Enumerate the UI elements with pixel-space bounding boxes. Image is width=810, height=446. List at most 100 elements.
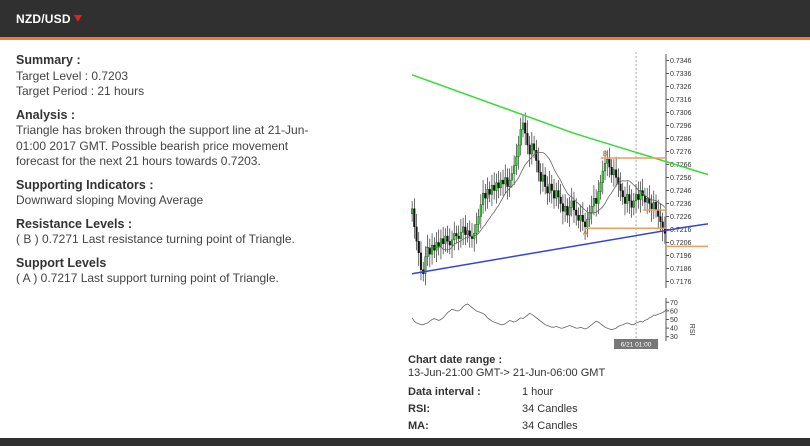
candle-body — [482, 192, 485, 205]
price-tick-label: 0.7346 — [670, 58, 692, 65]
interval-value: 1 hour — [522, 386, 554, 398]
candle-body — [610, 166, 613, 176]
price-chart: 0.7346 0.7336 0.7326 0.7316 0.7306 0.7296 0.72… — [411, 52, 708, 349]
support-trend-line — [411, 223, 708, 275]
candle-body — [453, 233, 456, 241]
candle-body — [617, 177, 620, 185]
candle-body — [637, 194, 640, 200]
candle-body — [544, 174, 547, 187]
resistance-text: ( B ) 0.7271 Last resistance turning poi… — [16, 232, 295, 246]
candle-body — [584, 221, 587, 228]
analysis-section: Analysis : Triangle has broken through t… — [16, 108, 316, 170]
candle-body — [628, 194, 631, 202]
price-tick-label: 0.7316 — [670, 97, 692, 104]
candle-body — [431, 244, 434, 255]
candle-body — [462, 226, 465, 233]
price-tick-label: 0.7196 — [670, 253, 692, 260]
candle-body — [646, 198, 649, 203]
resistance-heading: Resistance Levels : — [16, 216, 133, 231]
candle-body — [590, 205, 593, 213]
rsi-tick-label: 70 — [670, 300, 678, 307]
candle-body — [510, 173, 513, 181]
candle-body — [626, 194, 629, 204]
candle-body — [546, 186, 549, 194]
ma-row: MA: 34 Candles — [408, 418, 708, 435]
header-bar: NZD/USD — [0, 0, 810, 40]
candle-body — [561, 203, 564, 212]
analysis-text: Triangle has broken through the support … — [16, 123, 309, 168]
candle-body — [555, 190, 558, 199]
candle-body — [548, 183, 551, 194]
candle-body — [470, 235, 474, 239]
candle-body — [659, 216, 662, 222]
candle-body — [566, 205, 569, 216]
candle-body — [581, 215, 584, 222]
candle-body — [615, 169, 618, 178]
support-heading: Support Levels — [16, 255, 107, 270]
down-arrow-icon — [73, 15, 82, 22]
price-tick-label: 0.7216 — [670, 227, 692, 234]
rsi-axis-label: RSI — [688, 324, 695, 336]
candle-body — [557, 190, 560, 198]
summary-heading: Summary : — [16, 53, 81, 67]
time-label-bg — [614, 339, 659, 349]
candle-body — [464, 226, 467, 235]
range-value: 13-Jun-21:00 GMT-> 21-Jun-06:00 GMT — [408, 367, 606, 379]
support-text: ( A ) 0.7217 Last support turning point … — [16, 271, 279, 285]
price-tick-label: 0.7306 — [670, 110, 692, 117]
rsi-tick-label: 50 — [670, 317, 678, 324]
range-label: Chart date range : — [408, 354, 503, 366]
target-level: Target Level : 0.7203 — [16, 68, 129, 83]
price-tick-label: 0.7236 — [670, 201, 692, 208]
candle-body — [468, 230, 471, 237]
candle-body — [486, 189, 489, 199]
candle-body — [654, 202, 658, 211]
candle-body — [477, 216, 480, 225]
candle-body — [526, 133, 529, 146]
price-tick-label: 0.7336 — [670, 71, 692, 78]
candle-body — [570, 200, 573, 208]
rsi-line — [411, 303, 668, 331]
price-tick-label: 0.7326 — [670, 84, 692, 91]
rsi-tick-label: 60 — [670, 308, 678, 315]
rsi-row: RSI: 34 Candles — [408, 401, 708, 418]
candle-body — [515, 156, 518, 166]
support-section: Support Levels ( A ) 0.7217 Last support… — [16, 256, 316, 287]
candle-body — [428, 247, 431, 255]
candle-body — [572, 200, 576, 211]
candle-body — [599, 182, 602, 192]
candle-body — [457, 235, 460, 239]
candle-body — [506, 177, 509, 187]
candle-body — [661, 221, 664, 229]
candle-body — [595, 198, 598, 204]
candle-body — [608, 159, 611, 168]
candle-body — [575, 209, 578, 216]
candle-body — [559, 196, 562, 204]
price-tick-label: 0.7296 — [670, 123, 692, 130]
candle-body — [424, 256, 427, 274]
indicators-section: Supporting Indicators : Downward sloping… — [16, 178, 316, 209]
candle-body — [552, 190, 556, 199]
candle-body — [513, 165, 516, 174]
candle-body — [586, 218, 589, 228]
candle-body — [588, 212, 591, 220]
candle-body — [413, 208, 416, 228]
rsi-tick-label: 40 — [670, 326, 678, 333]
candle-body — [603, 163, 607, 172]
price-tick-label: 0.7206 — [670, 240, 692, 247]
candle-body — [632, 200, 635, 208]
candle-body — [448, 241, 451, 246]
candle-body — [601, 170, 604, 183]
candle-body — [411, 208, 414, 215]
rsi-tick-label: 30 — [670, 334, 678, 341]
candle-body — [466, 230, 469, 235]
candle-body — [455, 233, 458, 237]
candle-body — [568, 207, 571, 216]
candle-body — [499, 179, 502, 189]
price-tick-label: 0.7276 — [670, 149, 692, 156]
price-tick-label: 0.7226 — [670, 214, 692, 221]
rsi-value: 34 Candles — [522, 403, 578, 415]
analysis-heading: Analysis : — [16, 107, 76, 122]
candle-body — [495, 182, 498, 191]
price-tick-label: 0.7286 — [670, 136, 692, 143]
